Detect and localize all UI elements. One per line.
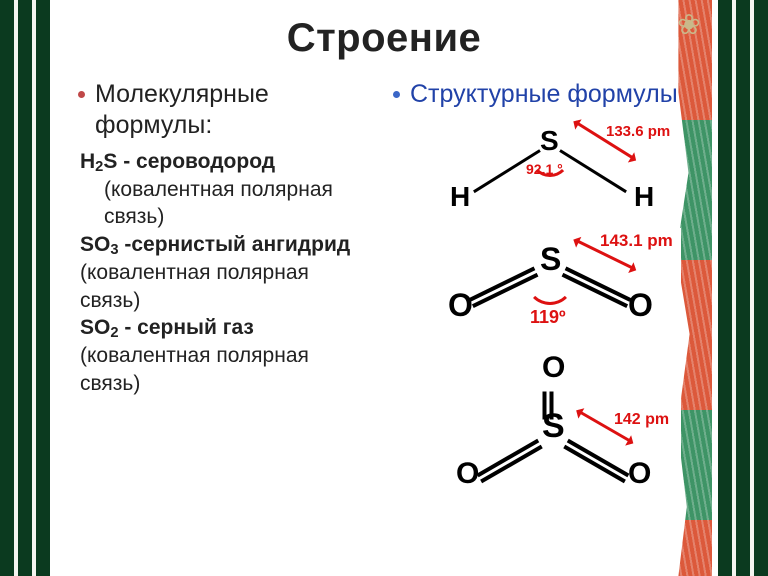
atom-o-left: O <box>448 287 473 324</box>
two-column-layout: Молекулярные формулы: H2S - сероводород … <box>78 75 690 498</box>
diagram-so2: S O O 119º 143.1 pm <box>421 228 681 338</box>
left-column: Молекулярные формулы: H2S - сероводород … <box>78 75 375 498</box>
diagram-so3: S O O O 142 pm <box>421 348 681 498</box>
angle-arc-icon <box>526 257 574 305</box>
atom-h-right: H <box>634 181 654 213</box>
slide-frame: ❀ Строение Молекулярные формулы: H2S - с… <box>0 0 768 576</box>
slide-content: Строение Молекулярные формулы: H2S - сер… <box>50 0 718 576</box>
bond-type-2: (ковалентная полярная связь) <box>80 259 375 314</box>
formula-name: -сернистый ангидрид <box>119 233 351 256</box>
diagram-h2s: S H H 92.1 ° 133.6 pm <box>421 118 681 218</box>
bond-type-3: (ковалентная полярная связь) <box>80 342 375 397</box>
formula-sub: 2 <box>110 325 118 341</box>
double-bond-right <box>562 436 631 486</box>
atom-h-left: H <box>450 181 470 213</box>
bond-length-label: 133.6 pm <box>606 123 670 140</box>
formula-so2: SO2 - серный газ <box>80 314 375 342</box>
right-column: Структурные формулы S H H 92.1 ° 133.6 p… <box>393 75 690 498</box>
bullet-icon <box>393 91 400 98</box>
slide-title: Строение <box>78 16 690 61</box>
formula-prefix: H <box>80 150 95 173</box>
atom-o-top: O <box>542 351 565 385</box>
formula-sub: 2 <box>95 159 103 175</box>
formula-prefix: SO <box>80 233 110 256</box>
atom-o-right: O <box>628 457 651 491</box>
bond-length-label: 143.1 pm <box>600 231 673 251</box>
formula-prefix: SO <box>80 316 110 339</box>
diagram-stack: S H H 92.1 ° 133.6 pm S O O <box>393 118 690 498</box>
formula-so3: SO3 -сернистый ангидрид <box>80 231 375 259</box>
bond-type-1: (ковалентная полярная связь) <box>80 176 375 231</box>
double-bond-top <box>540 391 557 419</box>
formula-h2s: H2S - сероводород <box>80 148 375 176</box>
right-lead: Структурные формулы <box>410 79 678 110</box>
formula-sub: 3 <box>110 242 118 258</box>
angle-label: 92.1 ° <box>526 161 563 177</box>
formula-name: - серный газ <box>119 316 254 339</box>
left-bullet: Молекулярные формулы: <box>78 79 375 140</box>
formula-suffix: S <box>103 150 117 173</box>
right-bullet: Структурные формулы <box>393 79 690 110</box>
angle-label: 119º <box>530 307 566 328</box>
left-lead: Молекулярные формулы: <box>95 79 375 140</box>
atom-o-right: O <box>628 287 653 324</box>
formula-name: - сероводород <box>117 150 275 173</box>
bullet-icon <box>78 91 85 98</box>
double-bond-left <box>475 436 544 486</box>
bond-length-label: 142 pm <box>614 411 669 429</box>
